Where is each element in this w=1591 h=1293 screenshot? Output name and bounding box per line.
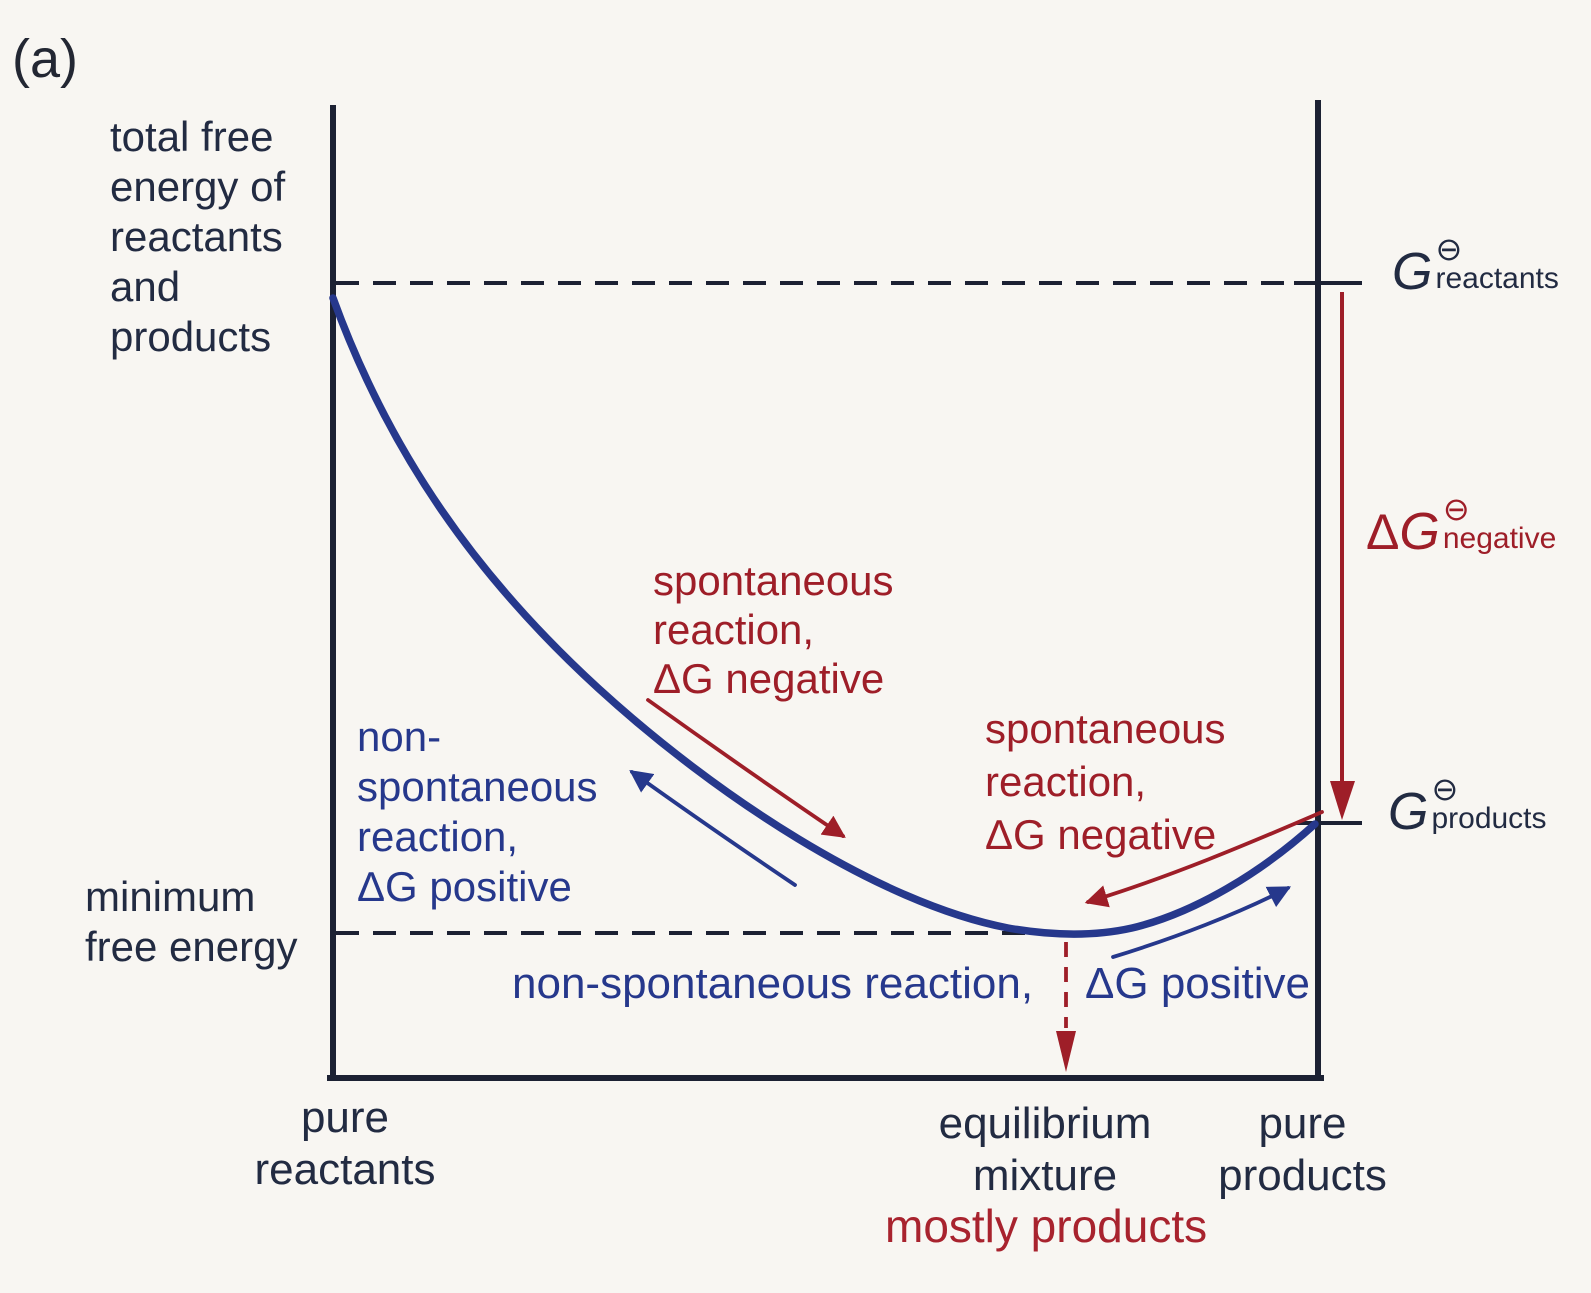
nonspontaneous-left-annotation: non- spontaneous reaction, ΔG positive [357,712,598,912]
x-label-pure-reactants: pure reactants [235,1092,455,1196]
x-label-mostly-products: mostly products [885,1200,1208,1252]
g-subscript: products [1431,802,1547,835]
minimum-free-energy-label: minimum free energy [85,872,297,972]
annotation-line: spontaneous [653,557,894,604]
annotation-line: reaction, [653,606,815,653]
x-label-line: reactants [254,1145,436,1194]
figure-part-label: (a) [12,29,78,89]
delta-g-arrowhead [1330,781,1355,820]
standard-state-symbol: ⊖ [1442,491,1470,527]
standard-state-symbol: ⊖ [1431,771,1459,807]
g-supsub: ⊖ negative [1442,491,1557,555]
g-symbol: G [1399,503,1440,561]
x-label-line: equilibrium [938,1099,1152,1148]
annotation-line: non- [357,713,442,760]
g-subscript: negative [1442,522,1557,555]
nonspontaneous-bottom-annotation-part1: non-spontaneous reaction, [512,959,1034,1008]
y-axis-title: total free energy of reactants and produ… [110,112,285,362]
x-label-pure-products: pure products [1205,1098,1400,1202]
y-axis-title-line: products [110,313,272,360]
x-label-line: pure [1258,1099,1347,1148]
y-axis-title-line: energy of [110,163,286,210]
g-standard-products-label: G ⊖ products [1388,773,1547,841]
minimum-free-energy-line: minimum [85,873,256,920]
minimum-free-energy-line: free energy [85,923,298,970]
spontaneous-reverse-arrow-right [1084,810,1324,908]
y-axis-title-line: reactants [110,213,283,260]
y-axis-title-line: and [110,263,181,310]
standard-state-symbol: ⊖ [1435,231,1463,267]
annotation-line: spontaneous [357,763,598,810]
x-label-line: pure [300,1093,390,1142]
g-supsub: ⊖ products [1431,771,1547,835]
g-standard-reactants-label: G ⊖ reactants [1392,233,1559,301]
annotation-line: spontaneous [985,705,1226,752]
delta-symbol: Δ [1366,504,1400,560]
annotation-line: reaction, [985,758,1147,805]
x-label-equilibrium-mixture: equilibrium mixture [925,1098,1165,1202]
equilibrium-arrowhead [1056,1031,1076,1072]
annotation-line: reaction, [357,813,519,860]
annotation-line: ΔG positive [357,863,572,910]
nonspontaneous-bottom-annotation-part2: ΔG positive [1085,959,1311,1008]
delta-g-standard-negative-label: Δ G ⊖ negative [1366,493,1556,561]
nonspontaneous-forward-arrow-right [1111,886,1292,959]
nonspontaneous-reverse-arrow-left [629,770,797,887]
x-label-line: products [1218,1151,1387,1200]
g-subscript: reactants [1435,262,1559,295]
spontaneous-forward-arrow-left [646,698,846,838]
free-energy-curve [329,294,1319,938]
g-supsub: ⊖ reactants [1435,231,1559,295]
annotation-line: ΔG negative [985,811,1217,858]
spontaneous-left-annotation: spontaneous reaction, ΔG negative [653,556,894,703]
g-symbol: G [1392,243,1433,301]
x-label-line: mixture [972,1151,1118,1200]
g-symbol: G [1388,783,1429,841]
spontaneous-right-annotation: spontaneous reaction, ΔG negative [985,702,1226,861]
annotation-line: ΔG negative [653,655,885,702]
y-axis-title-line: total free [110,113,274,160]
